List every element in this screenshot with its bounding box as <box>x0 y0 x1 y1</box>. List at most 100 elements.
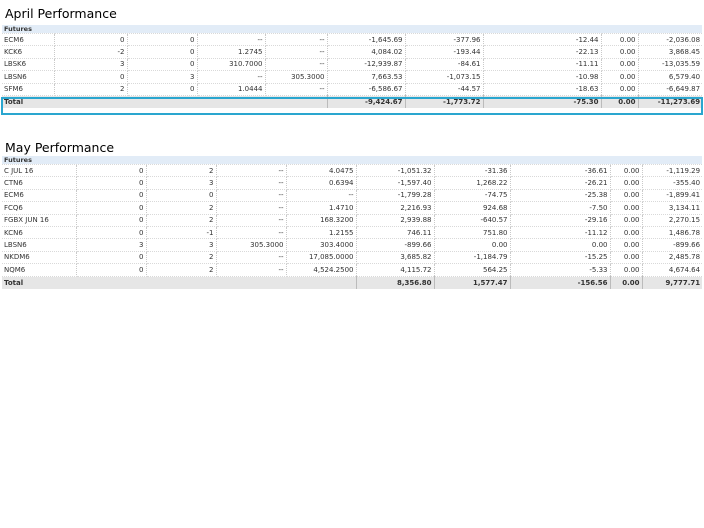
value-cell: -1,645.69 <box>327 33 406 47</box>
instrument-cell: LBSN6 <box>2 70 55 84</box>
table-row[interactable]: SFM6 2 0 1.0444 -- -6,586.67 -44.57 -18.63 0.00-… <box>2 83 703 96</box>
value-cell: -899.66 <box>642 238 703 252</box>
value-cell: -11.12 <box>510 226 611 240</box>
instrument-cell: FGBX JUN 16 <box>2 214 77 227</box>
value-cell: 0.00 <box>610 238 643 252</box>
table-row[interactable]: KCN6 0 -1 -- 1.2155 746.11 751.80 -11.12 0.00 1,4… <box>2 226 703 240</box>
value-cell: -44.57 <box>405 83 484 96</box>
value-cell: -13,035.59 <box>638 58 703 72</box>
value-cell: -7.50 <box>510 201 611 215</box>
value-cell: 2 <box>54 83 128 96</box>
value-cell: 310.7000 <box>197 58 266 72</box>
value-cell: -1,119.29 <box>642 164 703 178</box>
value-cell: -2,036.08 <box>638 33 703 47</box>
value-cell: 0 <box>76 263 147 277</box>
value-cell: 4,084.02 <box>327 45 406 59</box>
value-cell: -- <box>286 189 357 203</box>
value-cell: -26.21 <box>510 176 611 190</box>
value-cell: 3,134.11 <box>642 201 703 215</box>
value-cell: 0 <box>76 251 147 265</box>
value-cell: 0.00 <box>601 70 639 84</box>
total-value-cell: 0.00 <box>610 276 643 289</box>
value-cell: -84.61 <box>405 58 484 72</box>
table-row[interactable]: LBSN6 0 3 -- 305.3000 7,663.53 -1,073.15 -10.98… <box>2 70 703 84</box>
value-cell: 0 <box>76 214 147 227</box>
value-cell: 3 <box>146 176 217 190</box>
value-cell: -6,586.67 <box>327 83 406 96</box>
value-cell: 0.00 <box>434 238 511 252</box>
table-row[interactable]: ECM6 0 0 -- -- -1,645.69 -377.96 -12.44 0.00 -2,0… <box>2 33 703 47</box>
value-cell: 924.68 <box>434 201 511 215</box>
value-cell: 1.2155 <box>286 226 357 240</box>
table-row[interactable]: LBSK6 3 0 310.7000 -- -12,939.87 -84.61 -11.11 0… <box>2 58 703 72</box>
value-cell: 0.00 <box>510 238 611 252</box>
april-table-body: Futures ECM6 0 0 -- -- -1,645.69 -377.96 -12.44 0… <box>2 25 703 108</box>
value-cell: 0 <box>76 226 147 240</box>
value-cell: 3 <box>146 238 217 252</box>
value-cell: -- <box>216 251 287 265</box>
value-cell: -36.61 <box>510 164 611 178</box>
value-cell: -1,899.41 <box>642 189 703 203</box>
value-cell: -- <box>265 83 328 96</box>
total-value-cell: -156.56 <box>510 276 611 289</box>
instrument-cell: NQM6 <box>2 263 77 277</box>
value-cell: 17,085.0000 <box>286 251 357 265</box>
may-performance-table: Futures C JUL 16 0 2 -- 4.0475 -1,051.32 -31.36… <box>2 156 703 289</box>
table-row[interactable]: C JUL 16 0 2 -- 4.0475 -1,051.32 -31.36 -36.61 0… <box>2 164 703 178</box>
value-cell: -- <box>216 214 287 227</box>
value-cell: 305.3000 <box>216 238 287 252</box>
value-cell: 3 <box>54 58 128 72</box>
instrument-cell: LBSN6 <box>2 238 77 252</box>
total-value-cell: -11,273.69 <box>638 95 703 108</box>
value-cell: 4.0475 <box>286 164 357 178</box>
value-cell: -- <box>216 164 287 178</box>
table-row[interactable]: KCK6 -2 0 1.2745 -- 4,084.02 -193.44 -22.13 0.00… <box>2 45 703 59</box>
value-cell: -- <box>216 176 287 190</box>
value-cell: 2,270.15 <box>642 214 703 227</box>
value-cell: -- <box>216 201 287 215</box>
table-row[interactable]: NQM6 0 2 -- 4,524.2500 4,115.72 564.25 -5.33 0.0… <box>2 263 703 277</box>
value-cell: 2 <box>146 251 217 265</box>
value-cell: 0.00 <box>601 33 639 47</box>
value-cell: -- <box>216 263 287 277</box>
value-cell: 7,663.53 <box>327 70 406 84</box>
value-cell: 3 <box>127 70 198 84</box>
value-cell: -355.40 <box>642 176 703 190</box>
value-cell: 303.4000 <box>286 238 357 252</box>
value-cell: 4,524.2500 <box>286 263 357 277</box>
instrument-cell: ECM6 <box>2 33 55 47</box>
value-cell: 3,685.82 <box>356 251 435 265</box>
instrument-cell: KCK6 <box>2 45 55 59</box>
value-cell: 0 <box>76 201 147 215</box>
value-cell: 0.00 <box>601 83 639 96</box>
value-cell: -2 <box>54 45 128 59</box>
value-cell: 0 <box>127 58 198 72</box>
table-row[interactable]: ECM6 0 0 -- -- -1,799.28 -74.75 -25.38 0.00 -1,89… <box>2 189 703 203</box>
value-cell: -377.96 <box>405 33 484 47</box>
table-row[interactable]: FCQ6 0 2 -- 1.4710 2,216.93 924.68 -7.50 0.00 3,1… <box>2 201 703 215</box>
value-cell: 1.2745 <box>197 45 266 59</box>
table-row[interactable]: CTN6 0 3 -- 0.6394 -1,597.40 1,268.22 -26.21 0.0… <box>2 176 703 190</box>
value-cell: -1,184.79 <box>434 251 511 265</box>
value-cell: -15.25 <box>510 251 611 265</box>
value-cell: 0 <box>127 45 198 59</box>
total-value-cell: -75.30 <box>483 95 602 108</box>
table-row[interactable]: LBSN6 3 3 305.3000 303.4000 -899.66 0.00 0.00 0.… <box>2 238 703 252</box>
group-label: Futures <box>2 25 703 34</box>
value-cell: -- <box>265 45 328 59</box>
value-cell: 0.00 <box>610 263 643 277</box>
value-cell: -29.16 <box>510 214 611 227</box>
value-cell: -12.44 <box>483 33 602 47</box>
value-cell: 4,115.72 <box>356 263 435 277</box>
value-cell: 3,868.45 <box>638 45 703 59</box>
table-row[interactable]: NKDM6 0 2 -- 17,085.0000 3,685.82 -1,184.79 -15… <box>2 251 703 265</box>
value-cell: -10.98 <box>483 70 602 84</box>
value-cell: 746.11 <box>356 226 435 240</box>
table-row[interactable]: FGBX JUN 16 0 2 -- 168.3200 2,939.88 -640.57 -2… <box>2 214 703 227</box>
value-cell: -5.33 <box>510 263 611 277</box>
value-cell: -1,799.28 <box>356 189 435 203</box>
value-cell: 2,216.93 <box>356 201 435 215</box>
value-cell: 0.00 <box>610 214 643 227</box>
total-row: Total 8,356.80 1,577.47 -156.56 0.00 9,777.71 <box>2 276 703 289</box>
value-cell: 1.0444 <box>197 83 266 96</box>
